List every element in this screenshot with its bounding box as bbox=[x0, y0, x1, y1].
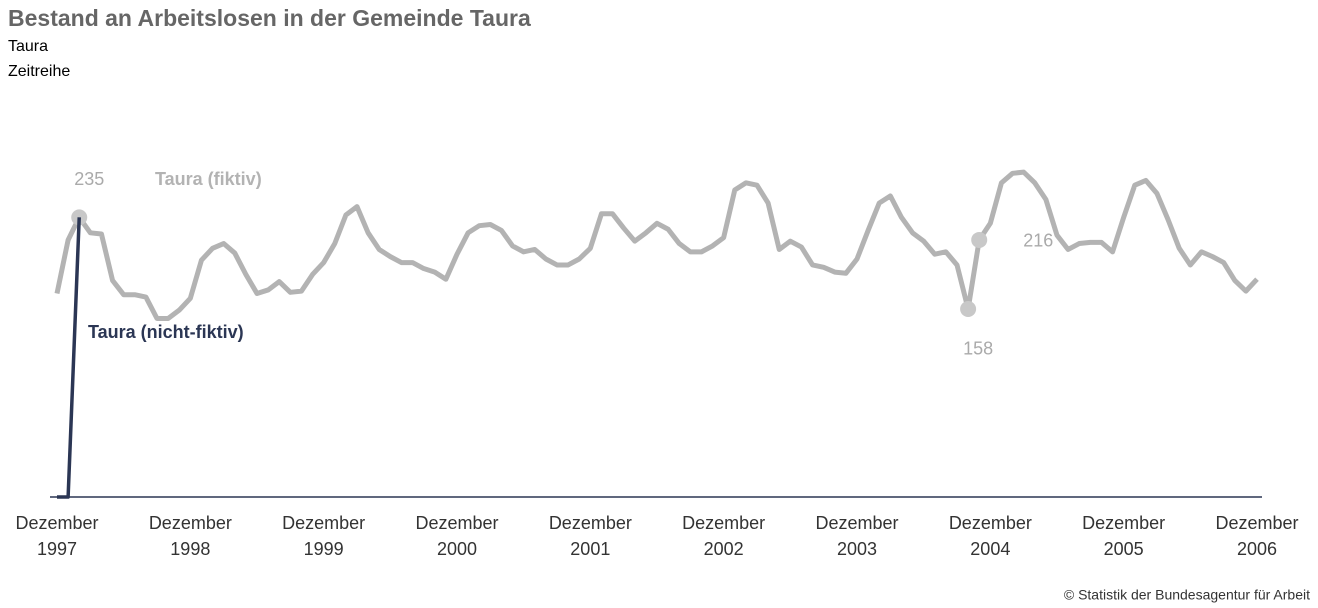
x-tick-label: Dezember 2002 bbox=[682, 513, 765, 559]
chart-title: Bestand an Arbeitslosen in der Gemeinde … bbox=[8, 5, 531, 31]
x-tick-label: Dezember 2005 bbox=[1082, 513, 1165, 559]
data-label: 158 bbox=[963, 339, 993, 359]
data-label: 235 bbox=[74, 169, 104, 189]
series-line bbox=[57, 217, 81, 499]
series-line bbox=[54, 169, 1259, 321]
x-tick-label: Dezember 1999 bbox=[282, 513, 365, 559]
x-tick-label: Dezember 2000 bbox=[415, 513, 498, 559]
x-tick-label: Dezember 2006 bbox=[1215, 513, 1298, 559]
legend-label: Taura (fiktiv) bbox=[155, 169, 262, 189]
legend-label: Taura (nicht-fiktiv) bbox=[88, 322, 244, 342]
chart-subtitle: Zeitreihe bbox=[8, 63, 70, 80]
x-tick-label: Dezember 1998 bbox=[149, 513, 232, 559]
x-tick-label: Dezember 2004 bbox=[949, 513, 1032, 559]
x-tick-label: Dezember 2003 bbox=[815, 513, 898, 559]
x-tick-label: Dezember 2001 bbox=[549, 513, 632, 559]
point-marker bbox=[960, 300, 977, 317]
x-tick-label: Dezember 1997 bbox=[15, 513, 98, 559]
chart-subtitle: Taura bbox=[8, 38, 48, 55]
source: © Statistik der Bundesagentur für Arbeit bbox=[1064, 587, 1310, 603]
point-marker bbox=[971, 231, 988, 248]
data-label: 216 bbox=[1023, 231, 1053, 251]
